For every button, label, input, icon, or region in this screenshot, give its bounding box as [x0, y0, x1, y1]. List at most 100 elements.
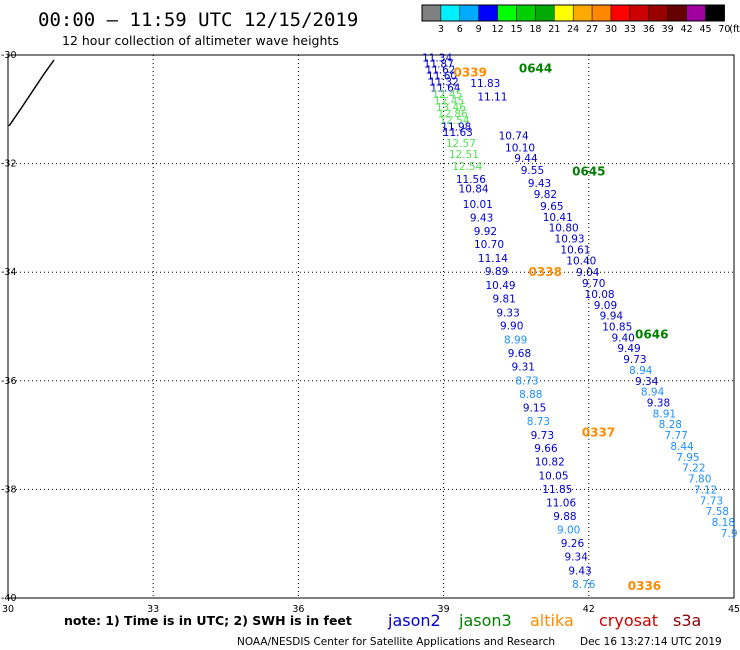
wave-height-value: 11.56	[456, 174, 486, 186]
wave-height-value: 9.82	[534, 189, 557, 201]
wave-height-value: 8.44	[670, 441, 694, 453]
scale-label: 36	[643, 24, 655, 35]
wave-height-value: 9.00	[557, 525, 580, 537]
wave-height-value: 9.26	[561, 538, 585, 550]
scale-label: 12	[492, 24, 504, 35]
scale-swatch	[610, 4, 631, 22]
x-tick-label: 42	[583, 604, 595, 615]
y-tick-label: -40	[1, 593, 17, 604]
y-tick-label: -32	[1, 159, 17, 170]
wave-height-value: 11.85	[542, 484, 572, 496]
wave-height-value: 11.06	[546, 497, 576, 509]
wave-height-value: 9.65	[540, 201, 563, 213]
scale-label: 3	[438, 24, 444, 35]
wave-height-value: 8.91	[653, 408, 676, 420]
scale-swatch	[572, 4, 593, 22]
scale-swatch	[535, 4, 555, 22]
wave-height-value: 9.43	[528, 178, 551, 190]
scale-label: 18	[529, 24, 541, 35]
scale-swatch	[591, 4, 612, 22]
wave-height-value: 11.14	[478, 253, 508, 265]
wave-height-value: 7.12	[694, 484, 717, 496]
x-tick-label: 30	[2, 604, 14, 615]
scale-unit: (ft)	[729, 24, 740, 35]
wave-height-value: 11.87	[424, 59, 454, 71]
timestamp-text: Dec 16 13:27:14 UTC 2019	[580, 636, 722, 648]
scale-swatch	[705, 4, 725, 22]
x-tick-label: 36	[292, 604, 304, 615]
wave-height-value: 8.94	[629, 365, 653, 377]
wave-height-value: 9.43	[568, 565, 591, 577]
wave-height-value: 12.54	[452, 161, 482, 173]
wave-height-value: 9.90	[500, 320, 523, 332]
legend-jason2: jason2	[387, 611, 441, 630]
wave-height-value: 12.86	[438, 109, 468, 121]
wave-height-value: 9.94	[600, 311, 624, 323]
wave-height-value: 9.33	[496, 307, 519, 319]
pass-time-label: 0338	[529, 265, 562, 279]
x-tick-label: 45	[728, 604, 740, 615]
wave-height-value: 7.95	[676, 452, 699, 464]
wave-height-value: 12.51	[449, 149, 479, 161]
wave-height-value: 9.73	[623, 354, 646, 366]
pass-time-label: 0337	[582, 425, 615, 439]
pass-time-label: 0645	[572, 165, 605, 179]
scale-swatch	[686, 4, 706, 22]
wave-height-value: 10.41	[543, 212, 573, 224]
y-tick-label: -38	[1, 484, 17, 495]
wave-height-value: 11.64	[430, 83, 460, 95]
scale-label: 45	[699, 24, 711, 35]
wave-height-value: 9.68	[508, 348, 531, 360]
satellite-track-a: 11.3411.8711.6211.6011.3211.6412.4512.45…	[422, 53, 596, 591]
pass-time-label: 0646	[635, 328, 668, 342]
wave-height-value: 10.08	[585, 289, 615, 301]
wave-height-value: 7.80	[688, 474, 711, 486]
x-tick-label: 39	[438, 604, 450, 615]
scale-label: 27	[586, 24, 598, 35]
wave-height-value: 9.89	[485, 266, 508, 278]
wave-height-value: 11.60	[427, 71, 457, 83]
credit-text: NOAA/NESDIS Center for Satellite Applica…	[237, 636, 555, 648]
scale-label: 70	[718, 24, 730, 35]
pass-time-label: 0644	[519, 62, 552, 76]
wave-height-value: 8.99	[504, 335, 527, 347]
wave-height-value: 10.74	[499, 130, 529, 142]
wave-height-value: 10.70	[474, 239, 504, 251]
wave-height-value: 9.34	[565, 552, 589, 564]
wave-height-value: 11.62	[425, 65, 455, 77]
wave-height-value: 10.84	[459, 184, 489, 196]
wave-height-value: 11.34	[422, 53, 452, 65]
page-title: 00:00 — 11:59 UTC 12/15/2019	[38, 9, 358, 31]
wave-height-value: 12.57	[446, 138, 476, 150]
wave-height-value: 10.80	[549, 223, 579, 235]
wave-height-value: 13.46	[436, 102, 466, 114]
wave-height-value: 9.55	[521, 165, 544, 177]
wave-height-value: 9.88	[553, 511, 576, 523]
wave-height-value: 8.88	[519, 389, 542, 401]
scale-swatch	[421, 4, 442, 22]
pass-time-label: 0336	[628, 579, 661, 593]
coastline	[8, 59, 55, 127]
wave-height-value: 12.45	[434, 96, 464, 108]
scale-swatch	[497, 4, 517, 22]
legend-jason3: jason3	[458, 611, 512, 630]
wave-height-value: 8.94	[641, 387, 665, 399]
legend-altika: altika	[530, 611, 574, 630]
wave-height-value: 10.40	[566, 255, 596, 267]
units-note: note: 1) Time is in UTC; 2) SWH is in fe…	[64, 613, 352, 628]
wave-height-value: 7.22	[682, 463, 705, 475]
map-frame	[7, 54, 735, 599]
scale-swatch	[667, 4, 687, 22]
wave-height-value: 10.93	[555, 234, 585, 246]
wave-height-value: 10.85	[602, 322, 632, 334]
wave-height-value: 10.10	[505, 142, 535, 154]
wave-height-value: 8.76	[572, 579, 596, 591]
scale-label: 6	[457, 24, 463, 35]
wave-height-value: 10.01	[463, 199, 493, 211]
wave-height-value: 9.66	[534, 443, 558, 455]
pass-time-label: 0339	[454, 65, 487, 79]
axis-tick-labels: 30 33 36 39 42 45 -30 -32 -34 -36 -38 -40	[1, 50, 740, 615]
wave-height-value: 12.45	[432, 89, 462, 101]
wave-height-value: 8.73	[527, 416, 550, 428]
